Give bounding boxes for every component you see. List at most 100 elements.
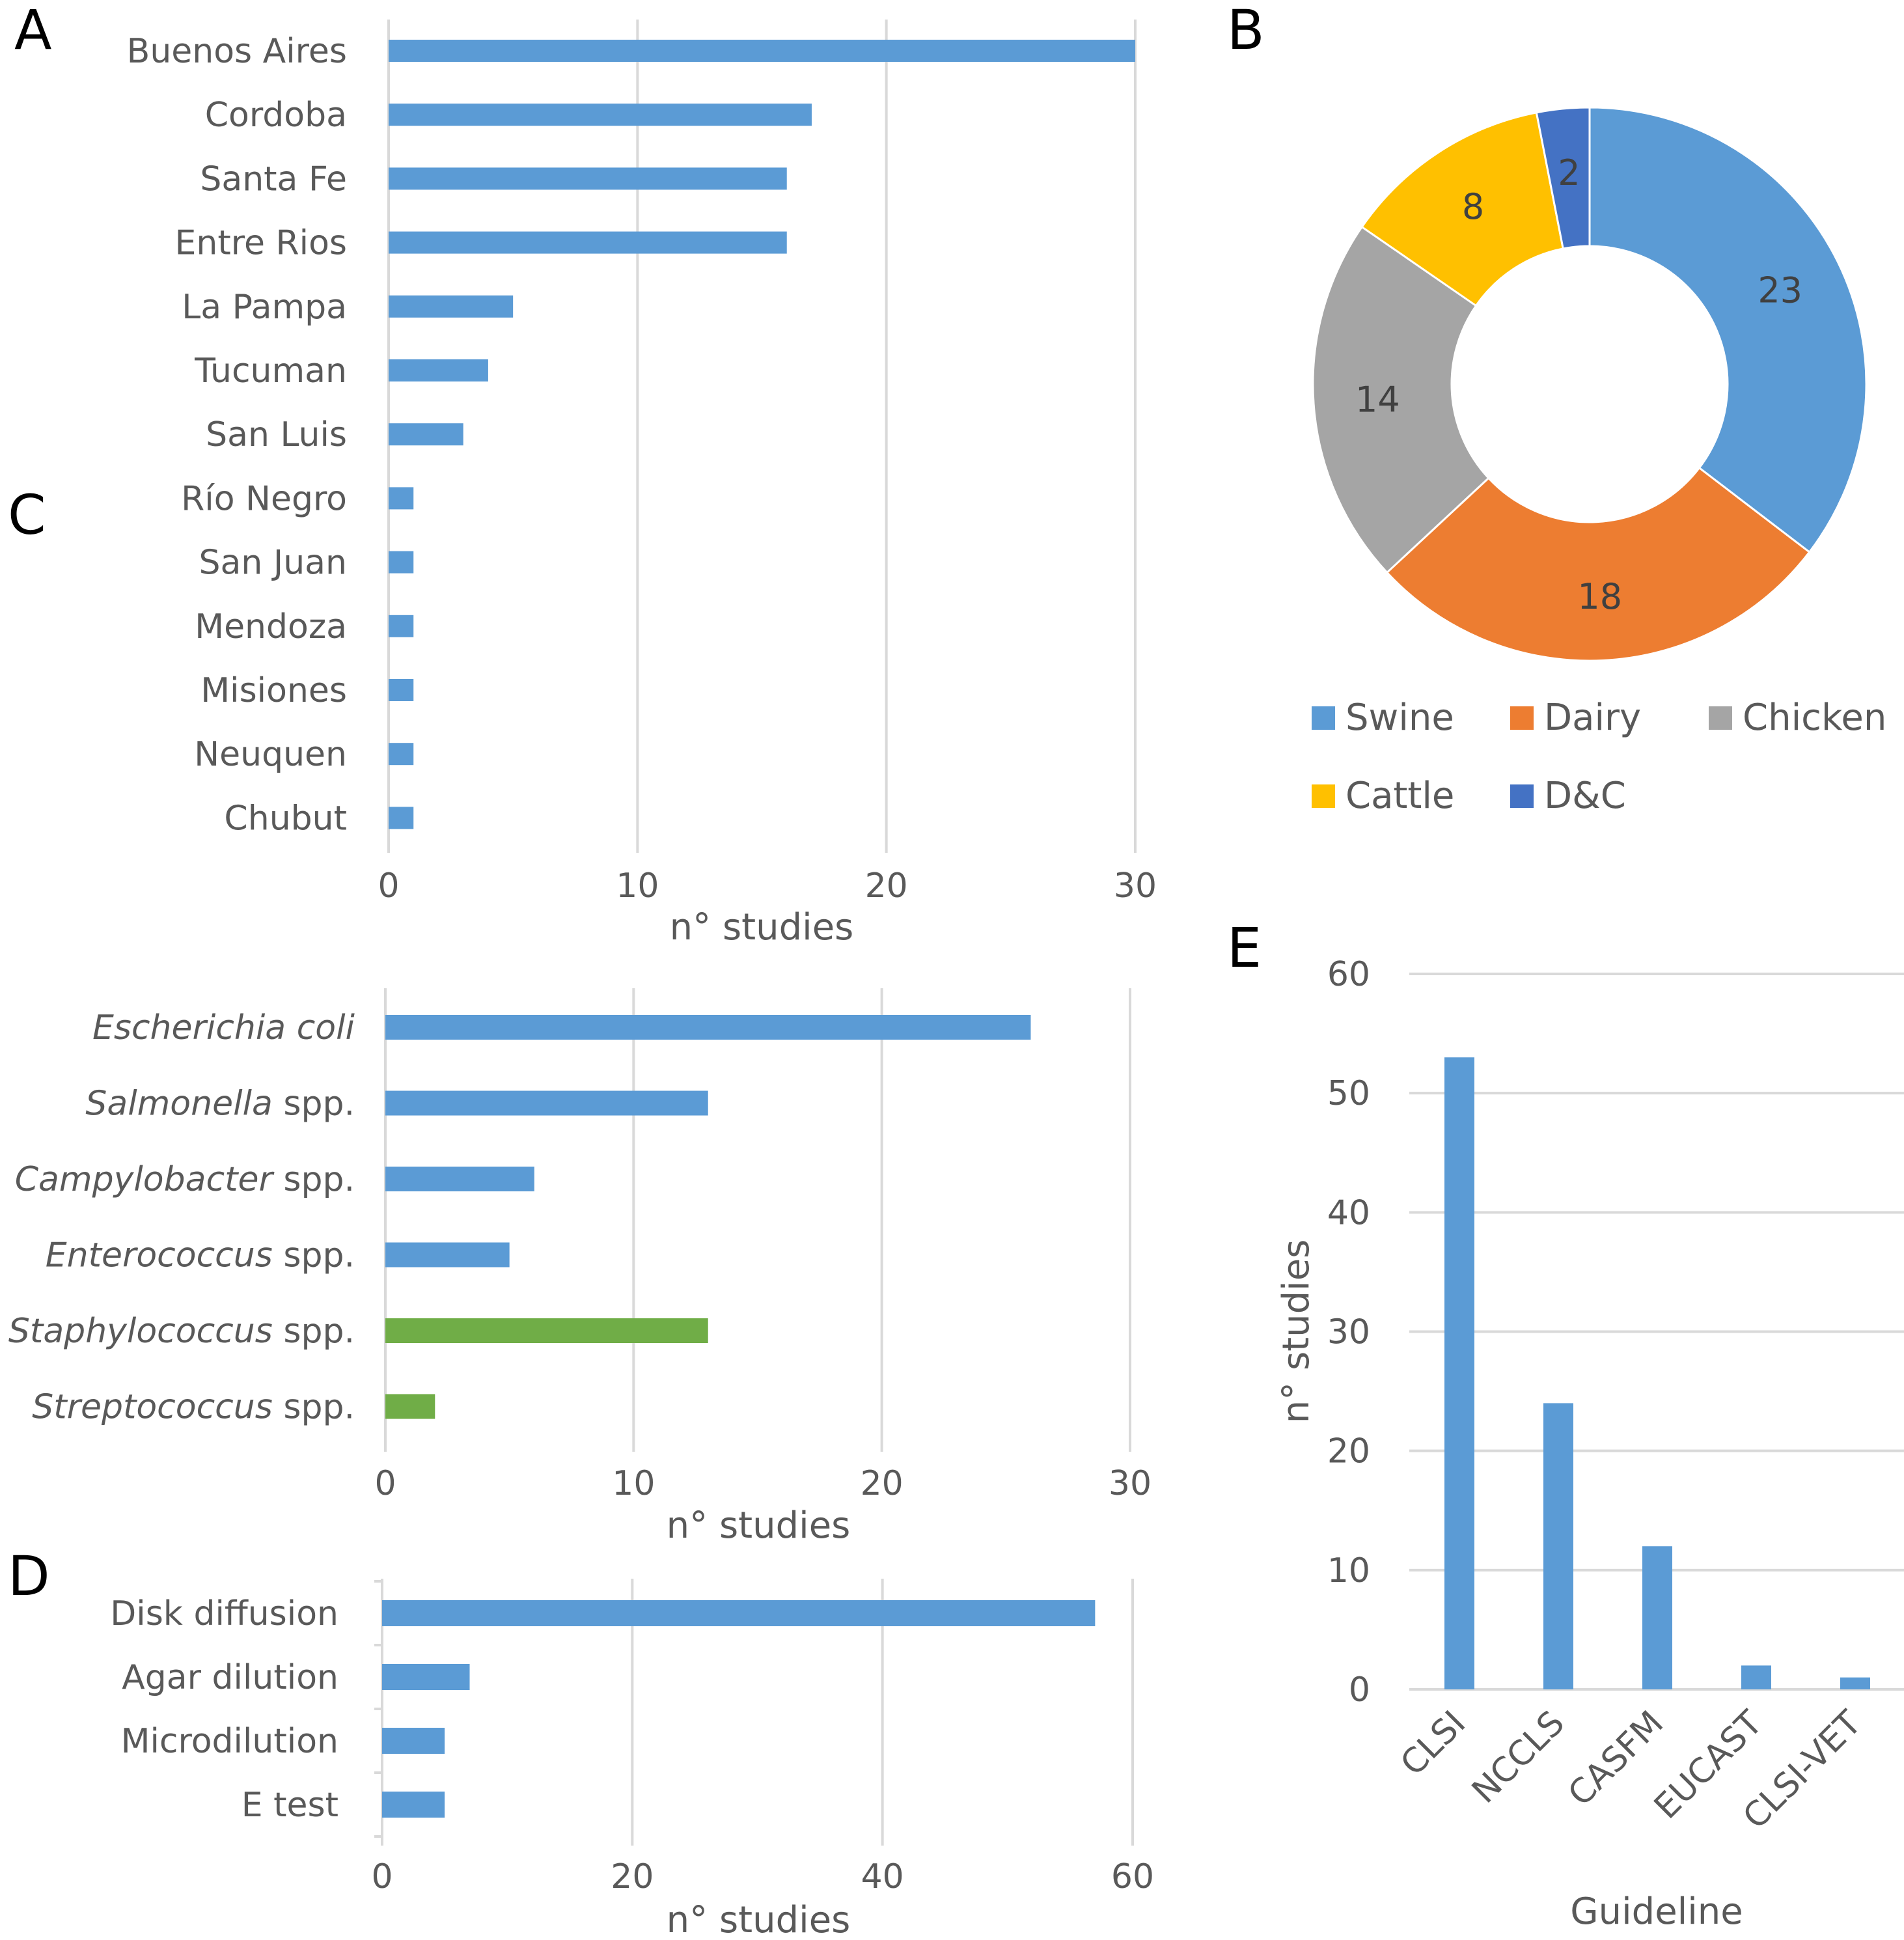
x-tick-label: 20 [865,866,908,906]
slice-value-label: 2 [1558,152,1580,193]
bar [389,487,414,510]
x-tick-label: 20 [861,1464,904,1503]
x-tick-label: 0 [371,1857,393,1896]
x-tick-label: 40 [861,1857,904,1896]
category-label-italic: Staphylococcus [8,1312,273,1351]
bar [385,1394,435,1419]
donut-slice [1360,111,1565,307]
category-label: Río Negro [181,479,347,518]
x-axis-title: n° studies [667,1899,851,1940]
category-label: Misiones [200,671,347,710]
donut-slice [1312,225,1490,574]
panel-b: 23 18 14 8 2 Swine Dairy Chicken Cattle D&C [1312,106,1886,817]
legend-label: Chicken [1743,697,1886,739]
category-label: San Juan [199,544,347,583]
bar [382,1600,1096,1626]
bar [385,1318,708,1343]
category-label: Entre Rios [175,224,347,263]
y-tick-label: 30 [1327,1313,1370,1352]
panel-letter-a: A [14,0,51,62]
bar [385,1090,708,1116]
x-tick-label: 30 [1109,1464,1152,1503]
category-label: San Luis [206,415,347,454]
x-axis-title: n° studies [667,1504,851,1547]
bar [389,551,414,574]
category-label: La Pampa [182,288,347,327]
bar [389,167,787,190]
bar [1444,1057,1474,1689]
y-tick-label: 50 [1327,1074,1370,1113]
x-tick-label: 30 [1114,866,1157,906]
bar [389,231,787,254]
bar [389,40,1135,62]
legend-label: Swine [1345,697,1454,739]
category-label: Staphylococcus spp. [8,1312,355,1351]
category-label-suffix: spp. [273,1312,355,1351]
category-label: Streptococcus spp. [32,1388,355,1427]
bar [382,1792,445,1818]
category-label: Campylobacter spp. [15,1160,355,1199]
bar [382,1728,445,1754]
bar [382,1664,470,1690]
legend-label: D&C [1544,775,1626,817]
x-tick-label: 10 [612,1464,655,1503]
panel-a: 0 10 20 30 Buenos Aires Cordoba Santa Fe Entre … [127,20,1157,949]
x-tick-label: 20 [611,1857,654,1896]
slice-value-label: 18 [1577,576,1622,617]
x-tick-label: 0 [378,866,399,906]
category-label: E test [241,1786,338,1825]
category-label: Chubut [224,799,347,838]
donut-slice [1535,106,1591,250]
legend-swatch [1510,706,1534,730]
category-label: Agar dilution [122,1658,338,1697]
category-label-italic: Escherichia coli [92,1008,355,1047]
bar [389,295,514,318]
bar [1741,1665,1771,1689]
bar [1642,1546,1672,1689]
y-tick-label: 10 [1327,1551,1370,1590]
bar [1543,1403,1573,1689]
panel-letter-d: D [8,1544,50,1608]
donut-slice [1588,106,1868,554]
category-label: Salmonella spp. [85,1085,355,1124]
slice-value-label: 14 [1355,380,1400,421]
category-label: Escherichia coli [92,1008,355,1047]
bar [385,1015,1031,1040]
legend-swatch [1510,784,1534,808]
category-label: Buenos Aires [127,32,347,71]
x-category-label: CLSI [1393,1704,1473,1784]
legend-swatch [1709,706,1732,730]
x-category-label: NCCLS [1465,1704,1572,1811]
bar [389,104,812,126]
y-tick-label: 20 [1327,1432,1370,1471]
legend-label: Dairy [1544,697,1641,739]
y-axis-title: n° studies [1275,1240,1318,1424]
slice-value-label: 8 [1462,186,1484,227]
bar [389,359,488,381]
panel-letter-c: C [8,483,46,547]
bar [389,679,414,701]
y-tick-label: 0 [1349,1670,1370,1710]
bar [389,615,414,637]
category-label: Disk diffusion [110,1594,338,1633]
x-axis-title: Guideline [1570,1891,1743,1933]
legend-swatch [1312,784,1335,808]
bar [389,423,463,446]
category-label: Santa Fe [200,159,347,199]
category-label: Microdilution [121,1722,338,1761]
category-label-suffix: spp. [273,1388,355,1427]
category-label-suffix: spp. [273,1236,355,1275]
y-tick-label: 40 [1327,1193,1370,1232]
y-tick-label: 60 [1327,955,1370,994]
category-label: Enterococcus spp. [46,1236,355,1275]
bar [1840,1677,1870,1689]
donut-slice [1385,466,1811,662]
bar [385,1242,510,1268]
panel-letter-e: E [1227,916,1262,980]
category-label-italic: Salmonella [85,1085,273,1124]
panel-d: 0 20 40 60 Disk diffusion Agar dilution Microd… [110,1579,1154,1940]
x-tick-label: 60 [1111,1857,1154,1896]
bar [389,743,414,766]
bar [389,807,414,829]
